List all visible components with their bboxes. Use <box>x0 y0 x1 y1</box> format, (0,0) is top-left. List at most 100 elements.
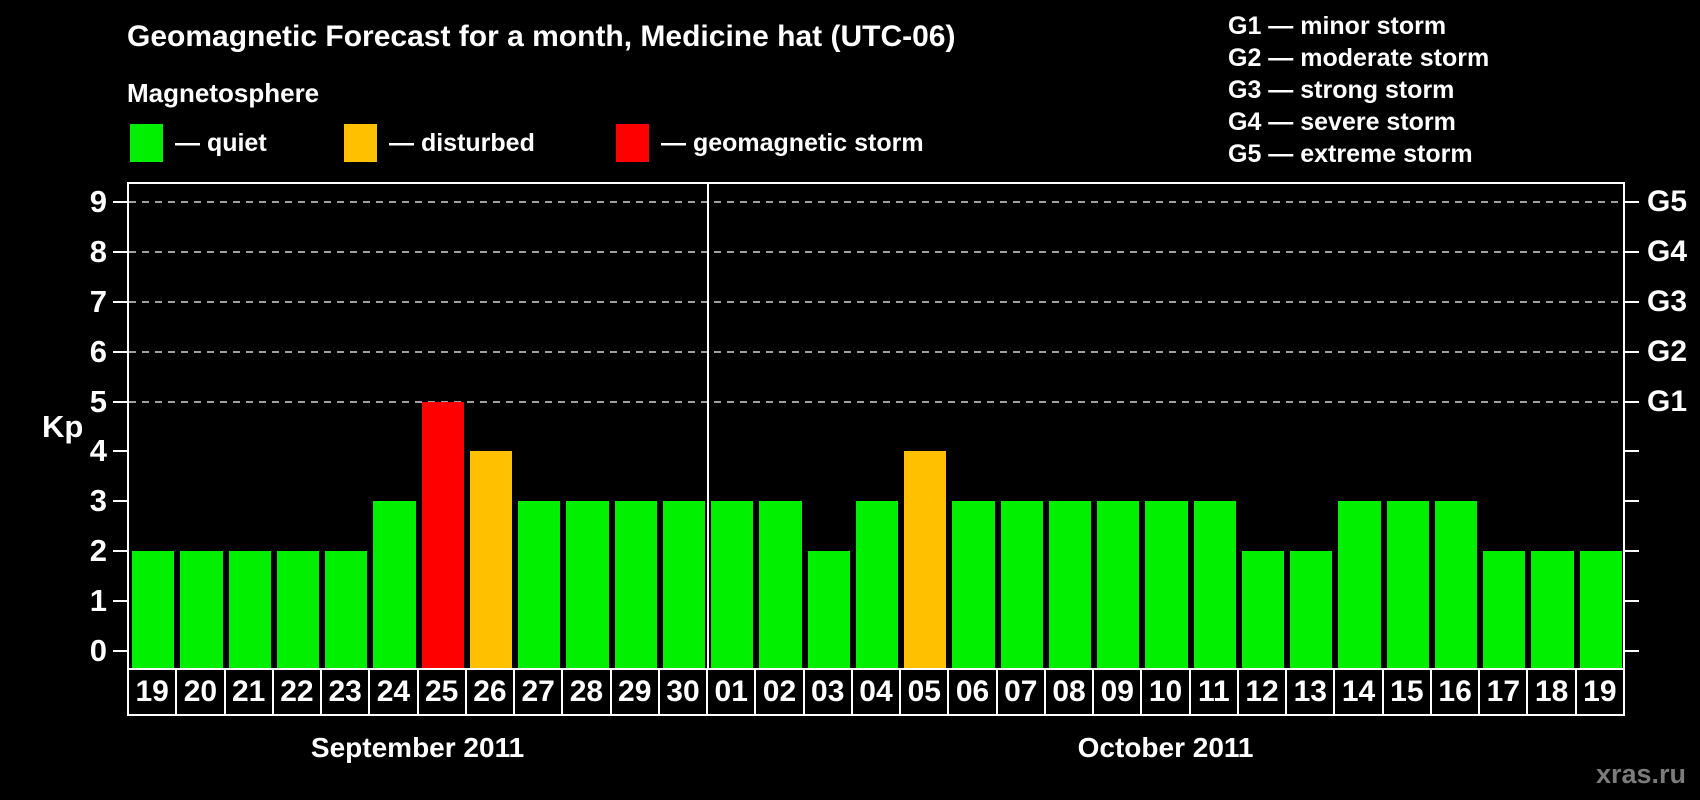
kp-bar <box>855 501 899 668</box>
storm-swatch-icon <box>616 124 649 162</box>
y-tick <box>113 200 127 203</box>
date-cell: 13 <box>1285 668 1336 716</box>
kp-bar <box>276 551 320 668</box>
kp-bar <box>566 501 609 668</box>
legend-item-label: — disturbed <box>389 128 535 157</box>
kp-bar <box>1338 501 1381 668</box>
y-tick-label: 7 <box>89 283 107 319</box>
legend-item-storm: — geomagnetic storm <box>616 124 924 162</box>
month-separator-line <box>707 184 710 668</box>
y-tick-label: 6 <box>89 333 107 369</box>
g-tick <box>1625 550 1639 553</box>
y-tick-label: 5 <box>89 383 107 419</box>
kp-bar <box>1048 501 1092 668</box>
date-cell: 10 <box>1140 668 1191 716</box>
kp-bar <box>1531 551 1574 668</box>
date-cell: 06 <box>947 668 998 716</box>
date-cell: 21 <box>223 668 274 716</box>
y-tick-label: 8 <box>89 233 107 269</box>
date-cell: 09 <box>1092 668 1143 716</box>
date-cell: 22 <box>271 668 323 716</box>
kp-bar <box>132 551 175 668</box>
date-cell: 29 <box>609 668 660 716</box>
storm-scale-item: G2 — moderate storm <box>1228 44 1490 72</box>
kp-bar <box>421 401 464 668</box>
kp-bar <box>1386 501 1429 668</box>
y-tick-label: 9 <box>89 183 107 219</box>
kp-bar <box>711 501 754 668</box>
date-cell: 19 <box>127 668 178 716</box>
kp-bar <box>614 501 657 668</box>
g-tick <box>1625 400 1639 403</box>
gridline-kp5 <box>129 400 1623 403</box>
date-cell: 02 <box>754 668 805 716</box>
y-tick-label: 4 <box>89 433 107 469</box>
date-cell: 28 <box>561 668 612 716</box>
g-tick <box>1625 650 1639 652</box>
date-cell: 19 <box>1574 668 1625 716</box>
date-cell: 24 <box>368 668 419 716</box>
g-level-label: G2 <box>1647 334 1688 368</box>
kp-bar <box>1145 501 1188 668</box>
kp-bar <box>1483 551 1526 668</box>
g-level-label: G5 <box>1647 184 1688 218</box>
gridline-kp9 <box>129 200 1623 203</box>
kp-bar <box>1434 501 1478 668</box>
kp-bar <box>228 551 271 668</box>
date-cell: 18 <box>1526 668 1577 716</box>
date-cell: 23 <box>320 668 371 716</box>
date-cell: 15 <box>1381 668 1432 716</box>
y-tick <box>113 500 127 503</box>
kp-bar <box>952 501 995 668</box>
g-level-label: G1 <box>1647 384 1688 418</box>
kp-bar <box>904 451 947 668</box>
legend-item-label: — quiet <box>175 128 267 157</box>
month-label: October 2011 <box>1077 732 1254 763</box>
disturbed-swatch-icon <box>344 124 377 162</box>
kp-bar <box>807 551 850 668</box>
gridline-kp6 <box>129 350 1623 353</box>
kp-bar <box>180 551 223 668</box>
y-tick-label: 1 <box>89 583 107 619</box>
date-cell: 11 <box>1188 668 1239 716</box>
y-tick <box>113 300 127 303</box>
g-tick <box>1625 600 1639 603</box>
y-tick-label: 2 <box>89 533 107 569</box>
date-cell: 03 <box>802 668 853 716</box>
date-cell: 30 <box>657 668 709 716</box>
y-tick <box>113 600 127 603</box>
kp-bar <box>1193 501 1236 668</box>
kp-bar <box>1000 501 1043 668</box>
g-tick <box>1625 300 1639 303</box>
g-level-label: G4 <box>1647 234 1688 268</box>
date-cell: 26 <box>464 668 516 716</box>
y-tick <box>113 350 127 353</box>
y-tick <box>113 400 127 403</box>
kp-bar <box>1579 551 1622 668</box>
g-tick <box>1625 350 1639 353</box>
kp-bar <box>518 501 561 668</box>
g-tick <box>1625 200 1639 203</box>
kp-bar <box>1290 551 1333 668</box>
legend-item-disturbed: — disturbed <box>344 124 535 162</box>
kp-bar <box>662 501 706 668</box>
g-tick <box>1625 450 1639 453</box>
date-cell: 17 <box>1478 668 1529 716</box>
legend-heading: Magnetosphere <box>127 78 320 108</box>
legend-item-label: — geomagnetic storm <box>661 128 924 157</box>
kp-bar <box>469 451 513 668</box>
date-cell: 04 <box>850 668 902 716</box>
storm-scale-legend: G1 — minor storm G2 — moderate storm G3 — … <box>1228 10 1489 170</box>
kp-bar <box>1097 501 1140 668</box>
gridline-kp8 <box>129 250 1623 253</box>
date-cell: 16 <box>1429 668 1481 716</box>
date-cell: 12 <box>1236 668 1288 716</box>
y-tick-label: 3 <box>89 483 107 519</box>
kp-bar <box>759 501 802 668</box>
y-axis-label: Kp <box>42 409 84 444</box>
date-cell: 01 <box>706 668 757 716</box>
date-cell: 07 <box>995 668 1046 716</box>
y-tick <box>113 550 127 553</box>
storm-scale-item: G3 — strong storm <box>1228 76 1455 104</box>
gridline-kp7 <box>129 300 1623 303</box>
